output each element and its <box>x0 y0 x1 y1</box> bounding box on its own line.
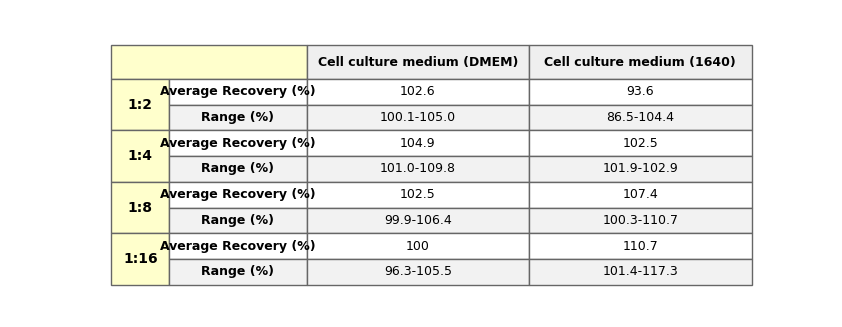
Text: 1:8: 1:8 <box>128 201 152 215</box>
Bar <box>529 130 752 156</box>
Text: Range (%): Range (%) <box>201 111 274 124</box>
Text: Cell culture medium (1640): Cell culture medium (1640) <box>545 56 736 69</box>
Text: 101.0-109.8: 101.0-109.8 <box>380 163 456 176</box>
Text: 107.4: 107.4 <box>622 188 658 201</box>
Bar <box>169 259 306 285</box>
Bar <box>306 156 529 182</box>
Bar <box>306 105 529 130</box>
Bar <box>306 45 529 79</box>
Text: Range (%): Range (%) <box>201 163 274 176</box>
Bar <box>111 233 169 285</box>
Text: Range (%): Range (%) <box>201 266 274 279</box>
Text: 99.9-106.4: 99.9-106.4 <box>384 214 452 227</box>
Bar <box>111 45 306 79</box>
Text: 1:2: 1:2 <box>128 98 152 112</box>
Bar <box>529 105 752 130</box>
Bar <box>306 259 529 285</box>
Text: 104.9: 104.9 <box>400 137 435 150</box>
Text: 101.4-117.3: 101.4-117.3 <box>603 266 679 279</box>
Bar <box>529 259 752 285</box>
Bar <box>169 182 306 208</box>
Bar <box>169 208 306 233</box>
Bar <box>169 105 306 130</box>
Text: 100.3-110.7: 100.3-110.7 <box>602 214 679 227</box>
Bar <box>306 130 529 156</box>
Text: 102.5: 102.5 <box>622 137 658 150</box>
Text: 1:16: 1:16 <box>123 252 157 266</box>
Bar <box>306 208 529 233</box>
Text: Average Recovery (%): Average Recovery (%) <box>160 188 316 201</box>
Bar <box>529 156 752 182</box>
Text: 102.6: 102.6 <box>400 85 435 98</box>
Text: Average Recovery (%): Average Recovery (%) <box>160 240 316 253</box>
Text: 102.5: 102.5 <box>400 188 436 201</box>
Bar <box>111 182 169 233</box>
Bar <box>169 130 306 156</box>
Text: 1:4: 1:4 <box>128 149 152 163</box>
Bar <box>529 79 752 105</box>
Bar <box>306 79 529 105</box>
Text: 110.7: 110.7 <box>622 240 658 253</box>
Text: 101.9-102.9: 101.9-102.9 <box>603 163 679 176</box>
Bar <box>169 156 306 182</box>
Bar <box>306 182 529 208</box>
Bar <box>306 233 529 259</box>
Bar <box>529 208 752 233</box>
Bar <box>529 233 752 259</box>
Bar <box>529 45 752 79</box>
Text: Range (%): Range (%) <box>201 214 274 227</box>
Bar <box>111 130 169 182</box>
Text: Average Recovery (%): Average Recovery (%) <box>160 137 316 150</box>
Text: 96.3-105.5: 96.3-105.5 <box>384 266 452 279</box>
Text: 100.1-105.0: 100.1-105.0 <box>380 111 456 124</box>
Bar <box>111 79 169 130</box>
Text: Cell culture medium (DMEM): Cell culture medium (DMEM) <box>317 56 518 69</box>
Text: 100: 100 <box>406 240 430 253</box>
Bar <box>169 79 306 105</box>
Bar <box>529 182 752 208</box>
Text: 93.6: 93.6 <box>626 85 654 98</box>
Text: Average Recovery (%): Average Recovery (%) <box>160 85 316 98</box>
Text: 86.5-104.4: 86.5-104.4 <box>606 111 674 124</box>
Bar <box>169 233 306 259</box>
